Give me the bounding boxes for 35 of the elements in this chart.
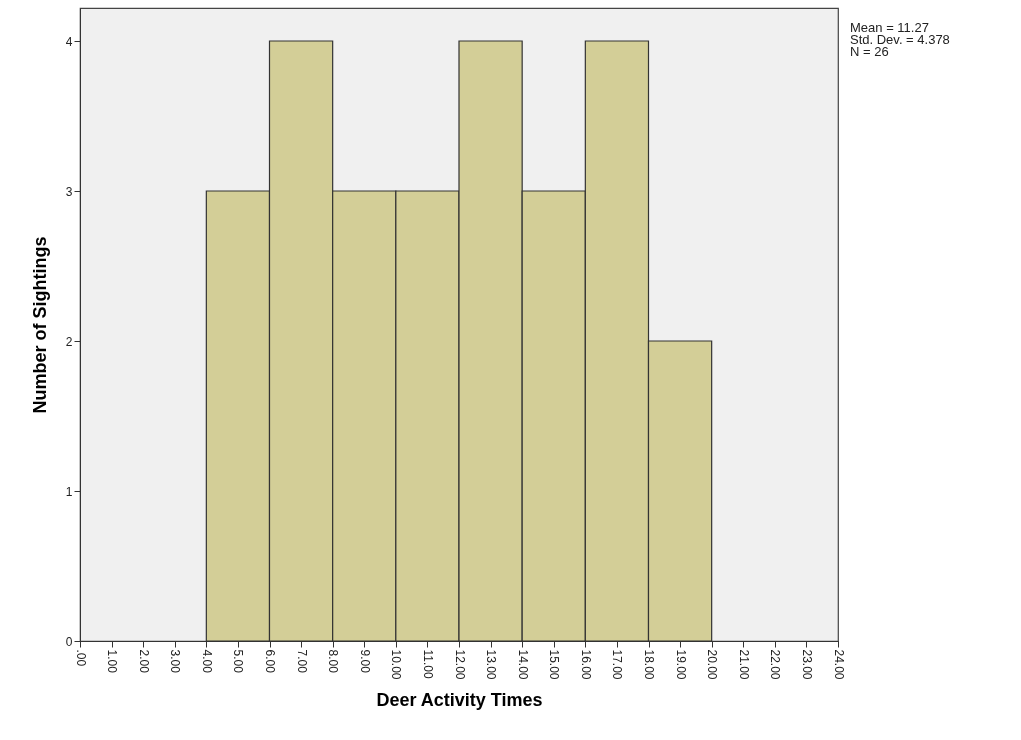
x-tick-label: 4.00	[199, 649, 214, 674]
text: N = 26	[850, 44, 889, 59]
x-axis-title: Deer Activity Times	[376, 689, 543, 710]
x-tick-label: 24.00	[831, 649, 846, 680]
x-tick-label: 17.00	[610, 649, 625, 680]
x-tick-label: 8.00	[326, 649, 341, 674]
x-tick-label: 13.00	[484, 649, 499, 680]
x-tick-label: 1.00	[105, 649, 120, 674]
y-tick-label: 3	[65, 184, 73, 199]
x-tick-label: 23.00	[799, 649, 814, 680]
x-tick-label: 16.00	[578, 649, 593, 680]
y-tick-label: 4	[65, 34, 73, 49]
x-tick-label: 20.00	[705, 649, 720, 680]
x-tick-label: 6.00	[263, 649, 277, 674]
y-tick-label: 2	[65, 334, 73, 349]
y-tick-label: 1	[65, 484, 73, 499]
x-tick-label: 10.00	[389, 649, 404, 680]
y-tick-label: 0	[65, 634, 73, 649]
x-tick-label: 22.00	[768, 649, 783, 680]
x-tick-label: 7.00	[294, 649, 309, 674]
x-tick-label: 3.00	[168, 649, 183, 674]
x-tick-label: 18.00	[642, 649, 656, 680]
x-tick-label: 19.00	[673, 649, 688, 680]
x-tick-label: 5.00	[231, 649, 246, 674]
x-tick-label: 11.00	[420, 649, 435, 679]
text: Mean = 11.27	[850, 20, 929, 35]
text: Std. Dev. = 4.378	[850, 32, 950, 47]
x-tick-label: 21.00	[736, 649, 751, 680]
x-tick-label: 12.00	[452, 649, 467, 680]
x-tick-label: .00	[73, 649, 88, 667]
x-tick-label: 2.00	[136, 649, 151, 674]
x-tick-label: 9.00	[357, 649, 372, 674]
x-tick-label: 14.00	[515, 649, 530, 680]
y-axis-title: Number of Sightings	[29, 236, 50, 414]
x-tick-label: 15.00	[547, 649, 562, 680]
